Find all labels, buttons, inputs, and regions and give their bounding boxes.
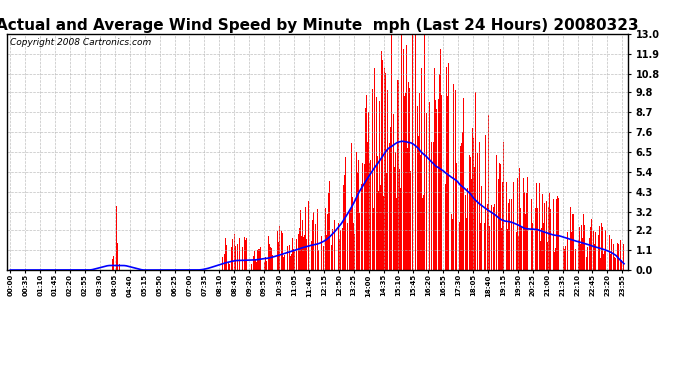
Title: Actual and Average Wind Speed by Minute  mph (Last 24 Hours) 20080323: Actual and Average Wind Speed by Minute … xyxy=(0,18,639,33)
Text: Copyright 2008 Cartronics.com: Copyright 2008 Cartronics.com xyxy=(10,39,151,48)
